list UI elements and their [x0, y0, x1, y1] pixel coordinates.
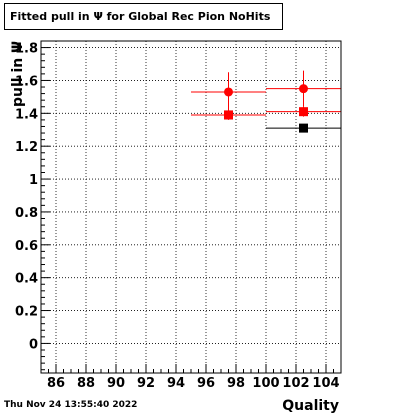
data-point-square: [224, 110, 233, 120]
y-tick-label: 1.6: [15, 74, 38, 89]
tick-labels: 86 88 90 92 94 96 98 100 102 104 0 0.2 0.4 0.6 0.8 1 1.2…: [15, 42, 340, 391]
data-series: [191, 70, 341, 133]
x-tick-label: 92: [137, 376, 155, 391]
y-axis-label: pull in Ψ: [10, 41, 26, 107]
y-tick-label: 0.2: [15, 305, 38, 320]
timestamp: Thu Nov 24 13:55:40 2022: [4, 400, 138, 410]
y-tick-label: 1.2: [15, 140, 38, 155]
y-tick-label: 1.8: [15, 42, 38, 57]
x-tick-label: 104: [312, 376, 339, 391]
x-tick-label: 90: [107, 376, 125, 391]
y-tick-label: 0.4: [15, 272, 38, 287]
y-tick-label: 0.8: [15, 206, 38, 221]
x-tick-label: 96: [197, 376, 215, 391]
x-axis-label: Quality: [282, 398, 339, 414]
x-tick-label: 86: [47, 376, 65, 391]
x-tick-label: 98: [227, 376, 245, 391]
data-point-circle: [299, 84, 308, 94]
y-tick-label: 0.6: [15, 239, 38, 254]
x-tick-label: 94: [167, 376, 185, 391]
y-tick-label: 1.4: [15, 107, 38, 122]
x-tick-label: 88: [77, 376, 95, 391]
y-tick-label: 0: [29, 337, 38, 352]
y-tick-label: 1: [29, 173, 38, 188]
data-point-circle: [224, 87, 233, 97]
axis-ticks: [40, 47, 342, 373]
x-tick-label: 102: [282, 376, 309, 391]
x-tick-label: 100: [252, 376, 279, 391]
data-point-square: [299, 107, 308, 117]
plot-frame: [40, 40, 342, 374]
grid: [41, 41, 341, 373]
data-point-square: [299, 123, 308, 133]
chart-title: Fitted pull in Ψ for Global Rec Pion NoH…: [4, 3, 283, 30]
